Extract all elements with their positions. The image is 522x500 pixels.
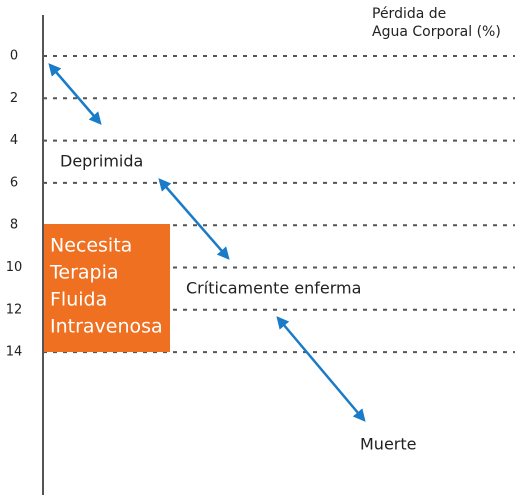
tick-label: 6: [10, 175, 18, 190]
tick-label: 14: [6, 345, 23, 360]
box-text: Fluida: [50, 289, 107, 311]
tick-label: 4: [10, 133, 18, 148]
box-text: Intravenosa: [50, 316, 163, 338]
stage-label: Deprimida: [60, 152, 143, 171]
tick-label: 8: [10, 218, 18, 233]
therapy-box: [43, 224, 170, 352]
stage-label: Muerte: [360, 435, 416, 454]
tick-label: 2: [10, 91, 18, 106]
box-text: Necesita: [50, 235, 132, 257]
tick-label: 12: [6, 302, 23, 317]
arrow: [48, 63, 102, 125]
axis-title: Pérdida de: [372, 6, 446, 22]
arrow: [276, 316, 366, 422]
grid: 0 2 4 6 8 10 12 14: [6, 49, 515, 360]
axis-title: Agua Corporal (%): [372, 24, 501, 40]
box-text: Terapia: [49, 262, 119, 284]
stage-label: Críticamente enferma: [186, 279, 361, 298]
tick-label: 10: [6, 260, 23, 275]
arrow: [158, 178, 230, 260]
tick-label: 0: [10, 49, 18, 64]
